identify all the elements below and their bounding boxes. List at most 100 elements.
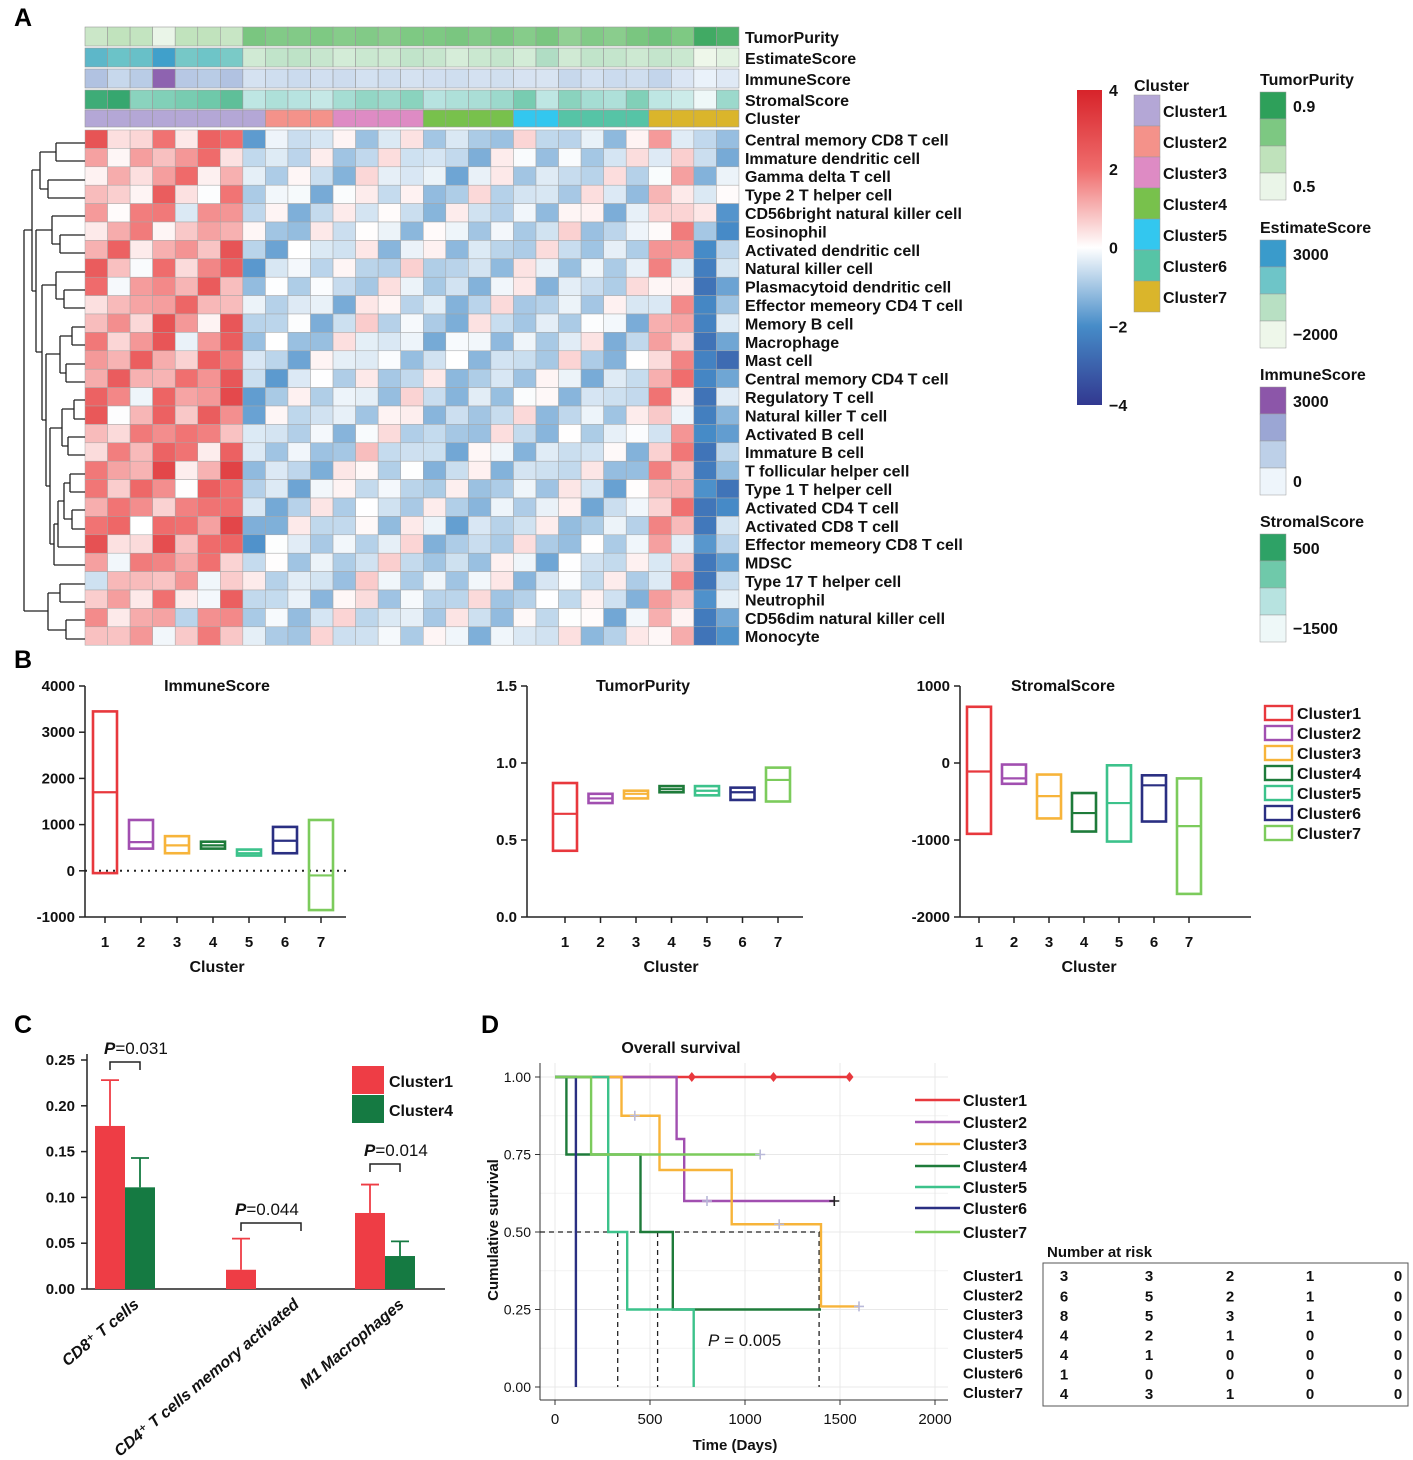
- risk-row-label: Cluster1: [963, 1268, 1023, 1285]
- heatmap-cell: [197, 387, 221, 407]
- heatmap-cell: [242, 295, 266, 315]
- heatmap-cell: [220, 460, 244, 480]
- annotation-cell: [513, 47, 537, 68]
- heatmap-cell: [423, 497, 447, 517]
- cell-type-label: Macrophage: [745, 335, 839, 352]
- annotation-cell: [468, 109, 492, 128]
- heatmap-cell: [513, 221, 537, 241]
- heatmap-cell: [468, 148, 492, 168]
- annotation-cell: [197, 26, 221, 47]
- heatmap-cell: [355, 368, 379, 388]
- heatmap-cell: [671, 534, 695, 554]
- heatmap-cell: [535, 332, 559, 352]
- heatmap-cell: [332, 424, 356, 444]
- heatmap-cell: [197, 460, 221, 480]
- heatmap-cell: [580, 184, 604, 204]
- dendrogram-branch: [45, 353, 60, 487]
- heatmap-cell: [580, 608, 604, 628]
- heatmap-cell: [513, 129, 537, 149]
- heatmap-cell: [693, 258, 717, 278]
- heatmap-cell: [580, 589, 604, 609]
- heatmap-cell: [445, 387, 469, 407]
- panel-a-heatmap: TumorPurity EstimateScore ImmuneScore Strom…: [23, 26, 1371, 646]
- heatmap-cell: [558, 460, 582, 480]
- heatmap-cell: [310, 276, 334, 296]
- heatmap-cell: [693, 442, 717, 462]
- heatmap-cell: [84, 516, 108, 536]
- subplot-title: TumorPurity: [596, 678, 690, 695]
- heatmap-cell: [107, 240, 131, 260]
- heatmap-cell: [84, 387, 108, 407]
- heatmap-cell: [423, 350, 447, 370]
- heatmap-cell: [445, 608, 469, 628]
- heatmap-cell: [558, 350, 582, 370]
- heatmap-cell: [716, 166, 740, 186]
- heatmap-cell: [287, 313, 311, 333]
- heatmap-cell: [332, 405, 356, 425]
- annotation-cell: [422, 47, 447, 68]
- annotation-cell: [332, 68, 356, 89]
- heatmap-cell: [265, 387, 289, 407]
- heatmap-cell: [377, 258, 401, 278]
- heatmap-cell: [174, 516, 198, 536]
- heatmap-cell: [513, 313, 537, 333]
- heatmap-cell: [84, 295, 108, 315]
- cluster-legend-swatch: [1133, 249, 1161, 282]
- heatmap-cell: [310, 203, 334, 223]
- heatmap-cell: [558, 387, 582, 407]
- heatmap-cell: [287, 295, 311, 315]
- heatmap-cell: [580, 424, 604, 444]
- heatmap-cell: [693, 626, 717, 646]
- legend-swatch: [1259, 293, 1287, 322]
- heatmap-cell: [648, 497, 672, 517]
- heatmap-cell: [174, 387, 198, 407]
- heatmap-cell: [535, 240, 559, 260]
- heatmap-cell: [265, 571, 289, 591]
- legend-swatch: [1259, 467, 1287, 496]
- heatmap-cell: [603, 497, 627, 517]
- heatmap-cell: [580, 166, 604, 186]
- category-label: M1 Macrophages: [297, 1296, 407, 1393]
- heatmap-cell: [603, 516, 627, 536]
- heatmap-cell: [152, 479, 176, 499]
- heatmap-cell: [558, 424, 582, 444]
- heatmap-cell: [242, 184, 266, 204]
- heatmap-cell: [129, 368, 153, 388]
- heatmap-cell: [265, 497, 289, 517]
- risk-value: 3: [1060, 1268, 1068, 1285]
- heatmap-cell: [287, 626, 311, 646]
- heatmap-cell: [310, 442, 334, 462]
- heatmap-cell: [625, 571, 650, 591]
- bar: [125, 1187, 155, 1289]
- annotation-cell: [445, 109, 469, 128]
- y-tick-label: 0.25: [504, 1302, 531, 1318]
- heatmap-cell: [107, 184, 131, 204]
- heatmap-cell: [468, 626, 492, 646]
- annotation-cell: [535, 68, 559, 89]
- legend-label: Cluster5: [1297, 786, 1361, 803]
- heatmap-cell: [310, 626, 334, 646]
- heatmap-cell: [265, 313, 289, 333]
- heatmap-cell: [490, 589, 514, 609]
- heatmap-cell: [625, 387, 650, 407]
- heatmap-cell: [197, 608, 221, 628]
- heatmap-cell: [220, 589, 244, 609]
- heatmap-cell: [332, 571, 356, 591]
- heatmap-cell: [513, 516, 537, 536]
- heatmap-cell: [490, 258, 514, 278]
- annotation-cell: [242, 109, 266, 128]
- heatmap-cell: [129, 221, 153, 241]
- risk-value: 3: [1226, 1308, 1234, 1325]
- heatmap-cell: [490, 424, 514, 444]
- heatmap-cell: [580, 203, 604, 223]
- heatmap-cell: [558, 166, 582, 186]
- heatmap-cell: [445, 184, 469, 204]
- heatmap-cell: [671, 460, 695, 480]
- annotation-cell: [174, 47, 199, 68]
- heatmap-cell: [716, 589, 740, 609]
- heatmap-cell: [174, 184, 198, 204]
- heatmap-cell: [242, 240, 266, 260]
- annotation-cell: [400, 109, 424, 128]
- heatmap-cell: [558, 497, 582, 517]
- heatmap-cell: [287, 424, 311, 444]
